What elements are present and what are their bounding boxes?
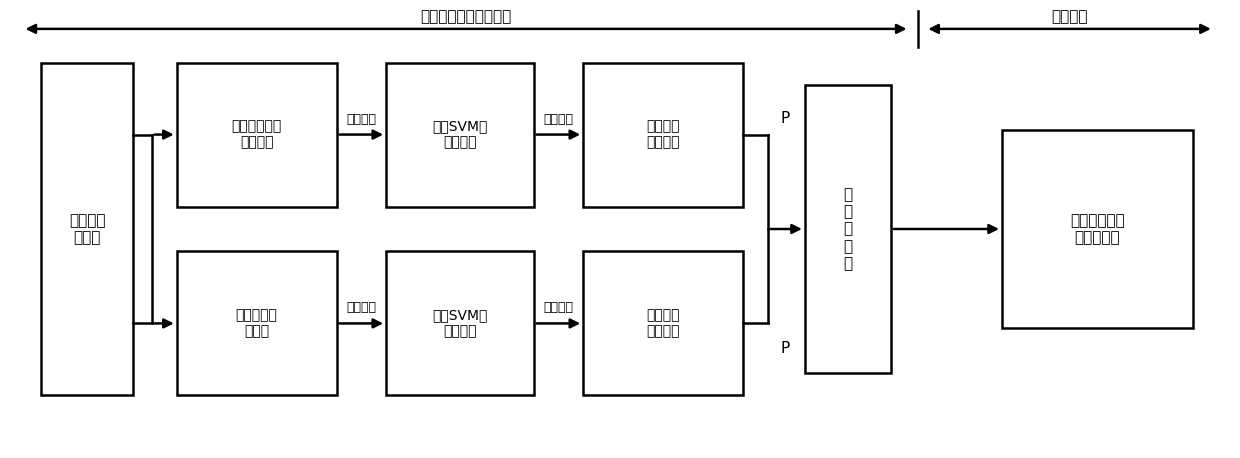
Text: P: P bbox=[780, 341, 790, 356]
Text: 后验概率
矢量计算: 后验概率 矢量计算 bbox=[646, 120, 680, 150]
Bar bbox=[805, 85, 892, 373]
Text: 特征气体法
预处理: 特征气体法 预处理 bbox=[236, 308, 278, 338]
Text: 基本概率分配函数构造: 基本概率分配函数构造 bbox=[420, 10, 512, 24]
Text: 证
据
体
合
成: 证 据 体 合 成 bbox=[843, 187, 852, 271]
Bar bbox=[583, 251, 743, 395]
Text: 判断结果: 判断结果 bbox=[543, 301, 573, 315]
Text: 特征向量: 特征向量 bbox=[346, 113, 377, 125]
Text: 特征向量: 特征向量 bbox=[346, 301, 377, 315]
Bar bbox=[176, 251, 337, 395]
Text: 判断结果: 判断结果 bbox=[543, 113, 573, 125]
Text: 无编码四比值
法预处理: 无编码四比值 法预处理 bbox=[232, 120, 281, 150]
Text: 后验概率
矢量计算: 后验概率 矢量计算 bbox=[646, 308, 680, 338]
Bar bbox=[176, 63, 337, 207]
Text: 基于SVM的
故障诊断: 基于SVM的 故障诊断 bbox=[433, 120, 487, 150]
Text: 变压器气
体参数: 变压器气 体参数 bbox=[69, 213, 105, 245]
Text: 最终判断结果
（概率值）: 最终判断结果 （概率值） bbox=[1070, 213, 1125, 245]
Bar bbox=[1002, 130, 1193, 328]
Text: 证据合成: 证据合成 bbox=[1052, 10, 1087, 24]
Bar bbox=[583, 63, 743, 207]
Text: P: P bbox=[780, 110, 790, 125]
Bar bbox=[386, 251, 533, 395]
Text: 基于SVM的
故障诊断: 基于SVM的 故障诊断 bbox=[433, 308, 487, 338]
Bar bbox=[41, 63, 134, 395]
Bar bbox=[386, 63, 533, 207]
